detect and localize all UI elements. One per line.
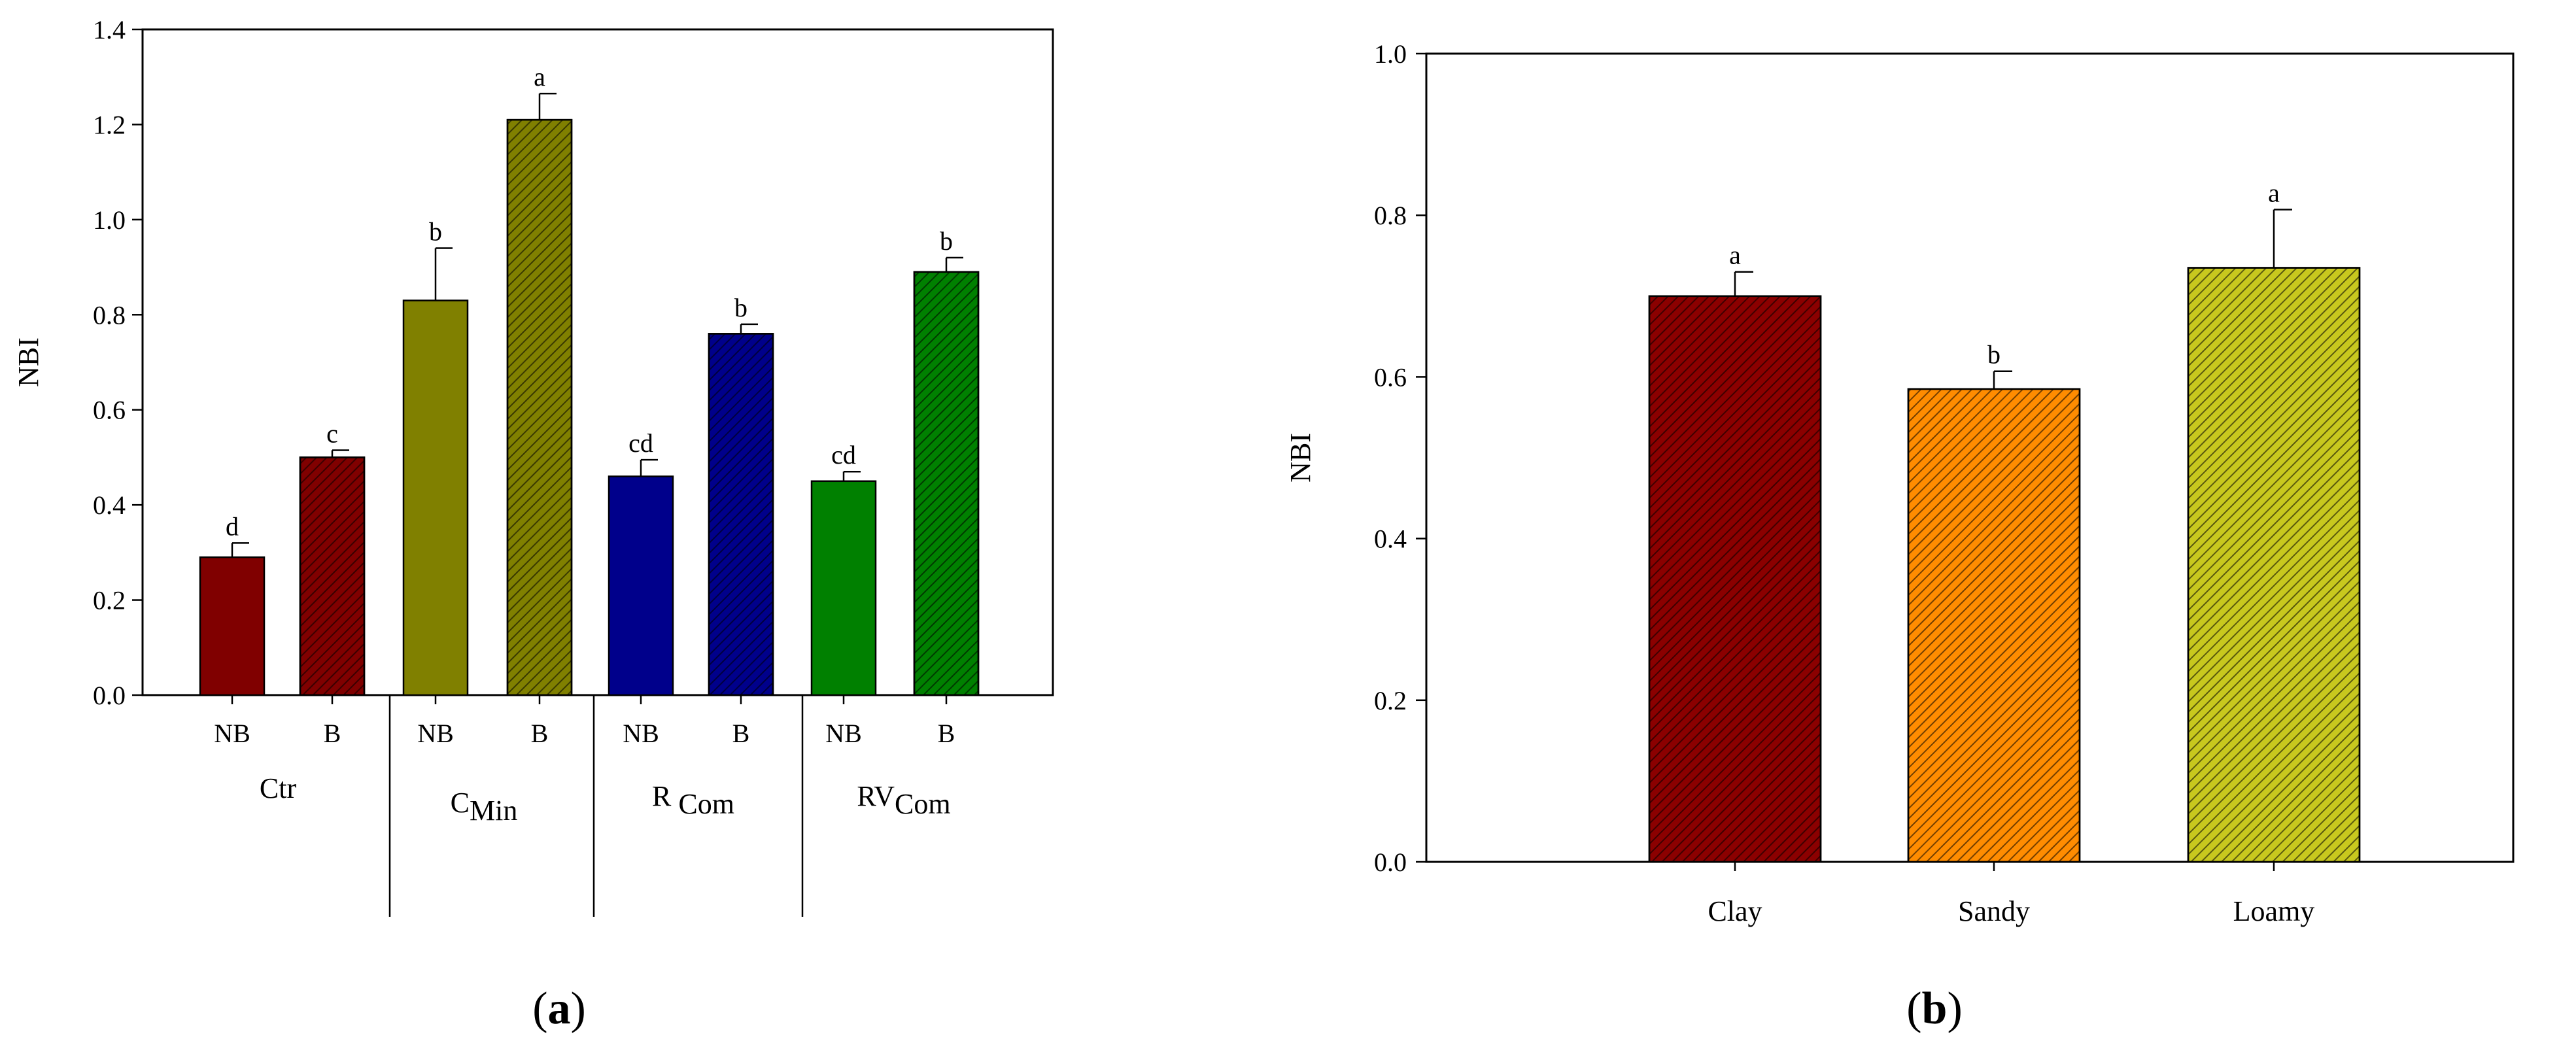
group-label-cmin: CMin [451,787,518,827]
bars-b: a b a [1648,179,2361,863]
y-tick-label-a: 0.2 [93,586,126,615]
y-axis-a: 0.0 0.2 0.4 0.6 0.8 1.0 1.2 1.4 [93,15,143,710]
significance-letter-a: b [734,293,747,322]
group-label-rcom: R Com [652,780,734,820]
bars-a: d c b a cd b cd b [199,62,980,696]
y-tick-label-a: 0.0 [93,681,126,710]
group-label-rvcom: RVCom [857,780,950,820]
x-tick-label-a: NB [623,719,659,748]
bar-hatch-b [1648,295,1822,863]
significance-letter-a: cd [628,428,653,458]
chart-panel-b: NBI 0.0 0.2 0.4 0.6 0.8 1.0 a b a Clay Sandy Loam… [1284,39,2515,1034]
y-axis-label-a: NBI [12,337,44,387]
y-tick-label-b: 0.6 [1374,362,1407,392]
y-tick-label-a: 0.4 [93,490,126,520]
x-axis-a: NB B NB B NB B NB B [214,695,955,748]
significance-letter-b: a [2268,179,2280,208]
panel-label-a: (a) [532,983,586,1034]
significance-letter-b: a [1729,241,1741,270]
x-tick-label-b: Sandy [1958,895,2030,927]
bar-hatch-b [2187,267,2361,863]
bar-hatch-b [1907,388,2081,863]
significance-letter-a: cd [831,440,856,470]
y-tick-label-b: 0.0 [1374,847,1407,877]
y-tick-label-a: 1.4 [93,15,126,44]
plot-frame-a [141,28,1054,696]
bar-hatch-a [506,118,573,696]
x-tick-label-a: B [938,719,955,748]
bar-hatch-a [708,333,774,696]
y-tick-label-b: 0.2 [1374,686,1407,715]
x-tick-label-a: B [531,719,549,748]
y-tick-label-a: 1.2 [93,110,126,139]
x-tick-label-b: Loamy [2233,895,2315,927]
significance-letter-a: a [534,62,545,92]
x-tick-label-a: NB [417,719,454,748]
x-tick-label-b: Clay [1708,895,1762,927]
y-tick-label-a: 1.0 [93,205,126,235]
bar-a [608,475,674,696]
panel-label-b: (b) [1906,983,1963,1034]
significance-letter-a: c [326,419,338,449]
significance-letter-a: b [429,216,442,246]
y-tick-label-b: 1.0 [1374,39,1407,69]
bar-hatch-a [299,456,366,696]
x-tick-label-a: NB [214,719,250,748]
significance-letter-b: b [1987,340,2001,369]
chart-panel-a: NBI 0.00.20.40.60.81.01.21.4 dcbacdbcdb … [12,15,1054,1034]
x-axis-b: Clay Sandy Loamy [1708,862,2314,927]
bar-a [810,480,877,696]
y-tick-label-a: 0.8 [93,300,126,330]
y-axis-b: 0.0 0.2 0.4 0.6 0.8 1.0 [1374,39,1426,877]
y-tick-label-b: 0.8 [1374,201,1407,230]
x-tick-label-a: NB [825,719,862,748]
y-axis-label-b: NBI [1284,433,1316,483]
y-tick-label-a: 0.6 [93,396,126,425]
significance-letter-a: b [940,226,953,256]
x-tick-label-a: B [732,719,750,748]
significance-letter-a: d [226,511,239,541]
bar-a [199,556,266,696]
group-label-ctr: Ctr [260,772,297,804]
y-tick-label-b: 0.4 [1374,524,1407,554]
bar-a [402,299,469,696]
bar-hatch-a [913,271,980,696]
x-tick-label-a: B [324,719,341,748]
